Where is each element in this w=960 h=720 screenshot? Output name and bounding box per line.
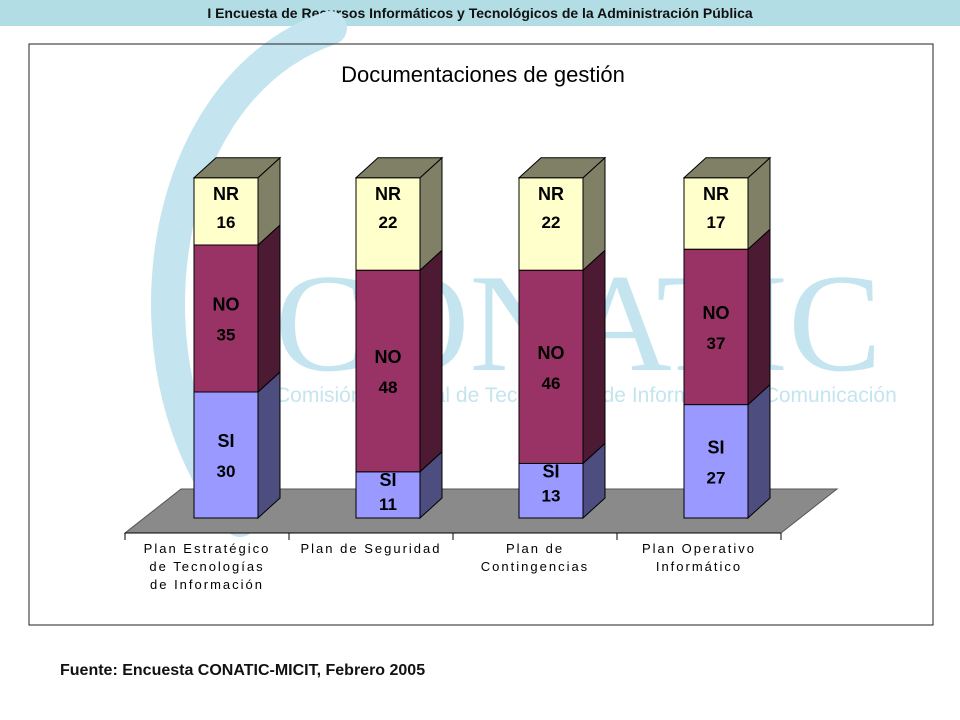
bar-no-4 [683,248,749,406]
series-label-nr-3: NR [538,184,564,204]
data-label-no-4: 37 [707,334,726,353]
bar-side-no-4 [747,228,771,406]
bar-si-2 [355,471,421,519]
header-title: I Encuesta de Recursos Informáticos y Te… [0,0,960,26]
data-label-si-2: 11 [379,495,397,514]
bar-top-2 [354,157,444,179]
data-label-nr-2: 22 [379,213,398,232]
bar-nr-2 [355,177,421,271]
bar-no-1 [193,244,259,393]
data-label-si-4: 27 [707,468,726,487]
series-label-no-3: NO [538,343,565,363]
series-label-nr-2: NR [375,184,401,204]
data-label-si-3: 13 [542,486,561,505]
bar-top-4 [682,157,772,179]
bar-nr-3 [518,177,584,271]
x-tick-label-1: Plan Estratégico [144,541,271,556]
series-label-nr-1: NR [213,184,239,204]
bar-side-no-3 [582,249,606,465]
series-label-si-3: SI [542,461,559,481]
data-label-no-3: 46 [542,374,561,393]
series-label-nr-4: NR [703,184,729,204]
series-label-no-1: NO [213,295,240,315]
series-label-si-4: SI [707,437,724,457]
chart-title: Documentaciones de gestión [341,62,625,87]
x-tick-label-2: Plan de Seguridad [301,541,442,556]
bar-no-3 [518,269,584,464]
x-tick-label-3: Plan de [506,541,564,556]
bar-no-2 [355,269,421,473]
bar-nr-4 [683,177,749,250]
chart-frame [28,43,934,626]
series-label-no-2: NO [375,347,402,367]
bar-top-3 [517,157,607,179]
data-label-no-1: 35 [217,326,236,345]
bar-side-si-4 [747,383,771,520]
data-label-nr-4: 17 [707,213,726,232]
series-label-no-4: NO [703,303,730,323]
bar-side-si-1 [257,370,281,520]
bar-si-3 [518,462,584,519]
series-label-si-1: SI [217,431,234,451]
x-tick-label-4: Plan Operativo [642,541,756,556]
source-note: Fuente: Encuesta CONATIC-MICIT, Febrero … [60,662,426,679]
series-label-si-2: SI [379,470,396,490]
data-label-nr-1: 16 [217,213,236,232]
bar-side-no-2 [419,249,443,473]
x-tick-label-4: Informático [656,559,742,574]
data-label-si-1: 30 [217,462,236,481]
bar-si-1 [193,391,259,519]
data-label-nr-3: 22 [542,213,561,232]
bar-side-no-1 [257,223,281,394]
x-tick-label-3: Contingencias [481,559,589,574]
bar-top-1 [192,157,282,179]
data-label-no-2: 48 [379,378,398,397]
x-tick-label-1: de Tecnologías [149,559,264,574]
bar-nr-1 [193,177,259,246]
bar-si-4 [683,404,749,519]
x-tick-label-1: de Información [150,577,264,592]
